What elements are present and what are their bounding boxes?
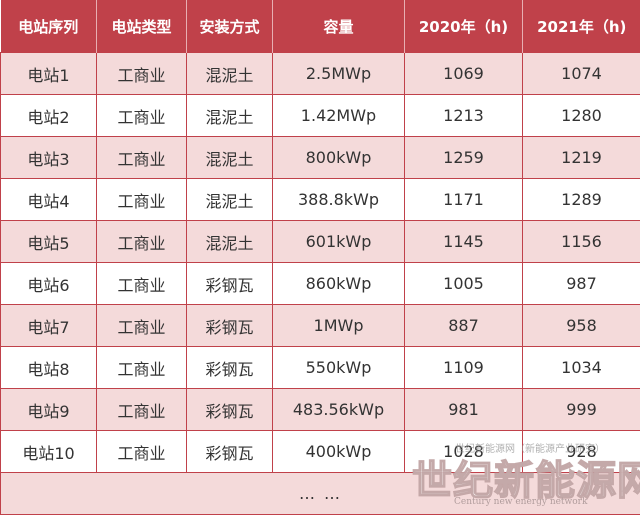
cell-2021: 1289: [522, 178, 640, 221]
cell-type: 工商业: [96, 136, 187, 179]
cell-2020: 1213: [404, 94, 523, 137]
cell-type: 工商业: [96, 346, 187, 389]
cell-capacity: 483.56kWp: [272, 388, 405, 431]
table-row: 电站10 工商业 彩钢瓦 400kWp 1028 928: [0, 430, 640, 473]
cell-type: 工商业: [96, 52, 187, 95]
cell-station: 电站9: [0, 388, 97, 431]
cell-2020: 1069: [404, 52, 523, 95]
header-row: 电站序列 电站类型 安装方式 容量 2020年（h) 2021年（h): [0, 0, 640, 53]
cell-2020: 887: [404, 304, 523, 347]
cell-station: 电站3: [0, 136, 97, 179]
cell-2020: 1145: [404, 220, 523, 263]
cell-install: 彩钢瓦: [186, 346, 273, 389]
cell-station: 电站4: [0, 178, 97, 221]
cell-station: 电站10: [0, 430, 97, 473]
cell-2020: 981: [404, 388, 523, 431]
table-row: 电站4 工商业 混泥土 388.8kWp 1171 1289: [0, 178, 640, 221]
header-install: 安装方式: [186, 0, 273, 53]
header-station: 电站序列: [0, 0, 97, 53]
watermark-english: Century new energy network: [454, 497, 588, 507]
table-row: 电站7 工商业 彩钢瓦 1MWp 887 958: [0, 304, 640, 347]
ellipsis-cell: … …: [0, 472, 640, 515]
cell-2020: 1028: [404, 430, 523, 473]
cell-type: 工商业: [96, 388, 187, 431]
cell-station: 电站2: [0, 94, 97, 137]
watermark-brand: 世纪新能源网: [411, 456, 640, 505]
cell-2021: 1156: [522, 220, 640, 263]
cell-install: 混泥土: [186, 94, 273, 137]
table-body: 电站1 工商业 混泥土 2.5MWp 1069 1074 电站2 工商业 混泥土 1.42MWp 1…: [0, 52, 640, 473]
cell-install: 彩钢瓦: [186, 430, 273, 473]
cell-capacity: 400kWp: [272, 430, 405, 473]
cell-2021: 1074: [522, 52, 640, 95]
cell-type: 工商业: [96, 220, 187, 263]
cell-capacity: 1MWp: [272, 304, 405, 347]
cell-type: 工商业: [96, 430, 187, 473]
cell-station: 电站1: [0, 52, 97, 95]
cell-2021: 987: [522, 262, 640, 305]
cell-install: 混泥土: [186, 178, 273, 221]
table-row: 电站9 工商业 彩钢瓦 483.56kWp 981 999: [0, 388, 640, 431]
header-type: 电站类型: [96, 0, 187, 53]
table-row: 电站6 工商业 彩钢瓦 860kWp 1005 987: [0, 262, 640, 305]
cell-capacity: 2.5MWp: [272, 52, 405, 95]
cell-2021: 1280: [522, 94, 640, 137]
cell-install: 混泥土: [186, 220, 273, 263]
header-2021: 2021年（h): [522, 0, 640, 53]
cell-install: 彩钢瓦: [186, 304, 273, 347]
cell-install: 混泥土: [186, 136, 273, 179]
header-2020: 2020年（h): [404, 0, 523, 53]
table-row: 电站2 工商业 混泥土 1.42MWp 1213 1280: [0, 94, 640, 137]
cell-station: 电站8: [0, 346, 97, 389]
cell-capacity: 860kWp: [272, 262, 405, 305]
cell-type: 工商业: [96, 304, 187, 347]
cell-capacity: 601kWp: [272, 220, 405, 263]
cell-capacity: 388.8kWp: [272, 178, 405, 221]
table-row: 电站1 工商业 混泥土 2.5MWp 1069 1074: [0, 52, 640, 95]
header-capacity: 容量: [272, 0, 405, 53]
cell-capacity: 550kWp: [272, 346, 405, 389]
cell-station: 电站7: [0, 304, 97, 347]
cell-station: 电站5: [0, 220, 97, 263]
cell-2021: 1034: [522, 346, 640, 389]
cell-type: 工商业: [96, 262, 187, 305]
ellipsis-row: … …: [0, 472, 640, 515]
cell-type: 工商业: [96, 94, 187, 137]
cell-type: 工商业: [96, 178, 187, 221]
table-row: 电站8 工商业 彩钢瓦 550kWp 1109 1034: [0, 346, 640, 389]
cell-2021: 1219: [522, 136, 640, 179]
table-row: 电站3 工商业 混泥土 800kWp 1259 1219: [0, 136, 640, 179]
cell-2020: 1171: [404, 178, 523, 221]
cell-2020: 1259: [404, 136, 523, 179]
cell-2021: 999: [522, 388, 640, 431]
watermark-source: 世纪新能源网（新能源产业研究）: [455, 444, 605, 455]
cell-capacity: 800kWp: [272, 136, 405, 179]
table-row: 电站5 工商业 混泥土 601kWp 1145 1156: [0, 220, 640, 263]
cell-2021: 928: [522, 430, 640, 473]
cell-capacity: 1.42MWp: [272, 94, 405, 137]
cell-install: 彩钢瓦: [186, 262, 273, 305]
cell-station: 电站6: [0, 262, 97, 305]
cell-install: 混泥土: [186, 52, 273, 95]
cell-2020: 1005: [404, 262, 523, 305]
cell-2021: 958: [522, 304, 640, 347]
cell-install: 彩钢瓦: [186, 388, 273, 431]
cell-2020: 1109: [404, 346, 523, 389]
